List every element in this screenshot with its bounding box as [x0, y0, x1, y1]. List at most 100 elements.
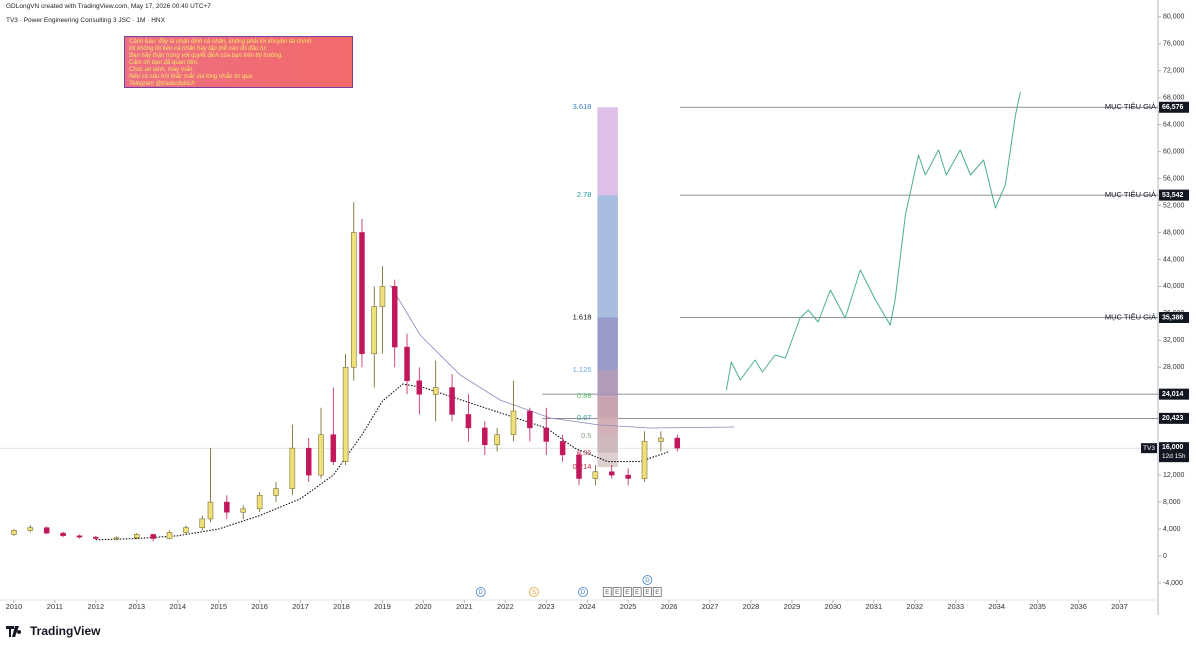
candle-body [273, 488, 279, 496]
event-label: E [615, 590, 619, 596]
candle-body [416, 380, 423, 395]
y-tick-label: -4,000 [1163, 580, 1183, 587]
candle-body [330, 434, 337, 462]
fib-label: 0.88 [577, 391, 592, 400]
x-tick-label: 2034 [988, 602, 1005, 611]
x-tick-label: 2029 [784, 602, 801, 611]
candle-body [27, 527, 34, 531]
price-box [1159, 189, 1189, 201]
candle-body [432, 387, 439, 395]
brand-text: TradingView [30, 624, 101, 638]
price-box [1159, 412, 1189, 424]
fib-label: 0.5 [581, 431, 591, 440]
x-tick-label: 2030 [825, 602, 842, 611]
price-box-label: 66,576 [1162, 104, 1184, 111]
fib-zone [597, 195, 618, 318]
fib-label: 0.36 [577, 448, 592, 457]
x-tick-label: 2037 [1111, 602, 1128, 611]
candle-body [559, 441, 566, 456]
candle-body [371, 306, 378, 355]
x-tick-label: 2010 [6, 602, 23, 611]
price-box-label: 53,542 [1162, 192, 1184, 199]
candle-body [351, 232, 357, 368]
y-tick-label: 48,000 [1163, 229, 1185, 236]
candle-body [391, 286, 398, 348]
x-tick-label: 2031 [865, 602, 882, 611]
candle-body [576, 454, 582, 479]
x-tick-label: 2032 [906, 602, 923, 611]
candle-body [199, 518, 206, 528]
plot [0, 91, 1158, 542]
level-label: MỤC TIÊU GIÁ [1105, 190, 1156, 199]
x-tick-label: 2016 [251, 602, 268, 611]
x-tick-label: 2024 [579, 602, 596, 611]
candle-body [240, 508, 246, 513]
candle-body [166, 532, 173, 539]
logo [6, 625, 22, 637]
fib-label: 1.618 [573, 312, 592, 321]
y-tick-label: 52,000 [1163, 202, 1185, 209]
candle-body [224, 501, 230, 513]
y-tick-label: 68,000 [1163, 95, 1185, 102]
event-marker [643, 587, 652, 597]
price-box-label: 20,423 [1162, 415, 1184, 422]
last-price-box [1159, 442, 1189, 463]
event-marker [475, 587, 486, 597]
x-tick-label: 2018 [333, 602, 350, 611]
y-tick-label: 64,000 [1163, 121, 1185, 128]
x-tick-label: 2035 [1029, 602, 1046, 611]
x-tick-label: 2011 [47, 602, 63, 611]
event-marker [529, 587, 539, 597]
projection-line [725, 91, 1021, 391]
x-tick-label: 2022 [497, 602, 514, 611]
price-box [1159, 101, 1189, 113]
event-label: E [635, 590, 639, 596]
note-line: tôi không lôi kéo cá nhân hay tập thể nà… [129, 46, 268, 52]
note-line: Nếu có câu hỏi thắc mắc vui lòng nhắn ti… [129, 74, 253, 80]
fib-zone [597, 396, 618, 418]
y-tick-label: 40,000 [1163, 283, 1185, 290]
y-tick-label: 8,000 [1163, 499, 1181, 506]
candle-body [183, 527, 189, 533]
fib-zone [597, 107, 618, 196]
event-marker [622, 587, 632, 597]
countdown-label: 12d 15h [1162, 453, 1186, 460]
event-label: D [645, 578, 650, 584]
event-marker [612, 587, 622, 597]
x-tick-label: 2017 [292, 602, 309, 611]
candle-body [134, 534, 140, 539]
trend-curve [389, 284, 735, 429]
candle-body [465, 414, 472, 429]
candle-body [379, 286, 386, 307]
note-line: Cảnh báo: đây là nhận định cá nhân, khôn… [129, 39, 314, 45]
credit: GDLongVN created with TradingView.com, M… [6, 3, 211, 10]
fib-zone [597, 369, 618, 397]
branding: TradingView [6, 624, 100, 638]
x-tick-label: 2028 [743, 602, 760, 611]
candle-body [641, 441, 648, 479]
candle-body [305, 447, 312, 476]
level-label: MỤC TIÊU GIÁ [1105, 312, 1156, 321]
candle-body [592, 471, 599, 479]
x-tick-label: 2021 [456, 602, 473, 611]
y-tick-label: 56,000 [1163, 175, 1185, 182]
candle-body [404, 346, 410, 382]
candle-body [543, 427, 549, 442]
candle-body [256, 495, 263, 510]
candle-body [342, 367, 349, 462]
candle-body [113, 537, 120, 540]
fib-label: 2.78 [577, 190, 592, 199]
candle-body [150, 534, 156, 539]
y-tick-label: 60,000 [1163, 148, 1185, 155]
y-tick-label: 32,000 [1163, 337, 1185, 344]
note-line: Cảm ơn bạn đã quan tâm. [129, 60, 199, 66]
candle-body [449, 387, 455, 415]
fib-zone [597, 317, 618, 370]
candle-body [527, 410, 533, 429]
fib-label: 3.618 [573, 102, 592, 111]
event-label: S [532, 590, 536, 596]
y-tick-label: 12,000 [1163, 472, 1185, 479]
candle-body [494, 434, 500, 446]
